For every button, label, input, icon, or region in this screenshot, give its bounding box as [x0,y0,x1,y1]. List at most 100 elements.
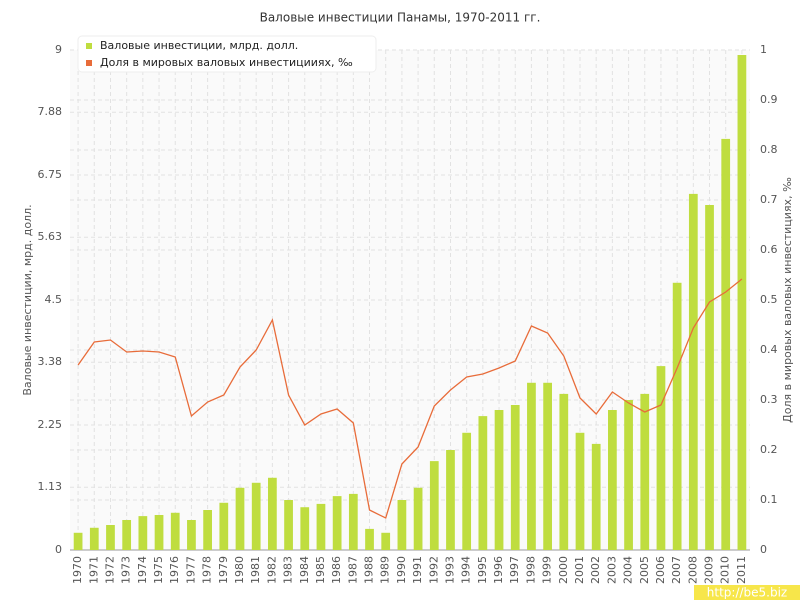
bar [251,482,261,550]
bar [138,516,148,550]
y-tick-label: 9 [55,43,62,56]
x-tick-label: 1991 [411,556,424,584]
bar [527,382,536,550]
bar [235,487,245,550]
x-tick-label: 1989 [379,556,392,584]
x-tick-label: 2003 [605,556,618,584]
x-tick-label: 1990 [395,556,408,584]
x-tick-label: 2001 [573,556,586,584]
x-tick-label: 1984 [298,556,311,584]
y2-tick-label: 0.5 [760,293,778,306]
x-tick-label: 1993 [443,556,456,584]
bar [203,510,212,550]
x-tick-label: 2004 [622,556,635,584]
bar [122,520,132,550]
bar [300,507,310,550]
x-tick-label: 1994 [460,556,473,584]
bar [446,450,455,550]
y-tick-label: 7.88 [38,105,63,118]
x-tick-label: 2007 [670,556,683,584]
x-tick-label: 2010 [719,556,732,584]
x-tick-label: 1995 [476,556,489,584]
y2-tick-label: 0.6 [760,243,778,256]
y2-tick-label: 0.1 [760,493,778,506]
x-tick-label: 1978 [201,556,214,584]
line [77,278,743,519]
bar [187,520,196,550]
bar [737,55,747,550]
x-tick-label: 1997 [508,556,521,584]
y2-tick-label: 0.7 [760,193,778,206]
x-tick-label: 2005 [638,556,651,584]
bar [89,527,99,550]
y2-tick-label: 1 [760,43,767,56]
legend-swatch [86,43,92,49]
bar [365,528,374,550]
x-tick-label: 1983 [282,556,295,584]
x-tick-label: 2011 [735,556,748,584]
bar [721,138,731,550]
legend-label: Доля в мировых валовых инвестицииях, ‰ [100,56,353,69]
chart-title: Валовые инвестиции Панамы, 1970-2011 гг. [260,11,541,25]
bar [478,416,488,550]
bar [284,500,293,550]
x-tick-label: 2002 [589,556,602,584]
x-tick-label: 1974 [136,556,149,584]
watermark: http://be5.biz [707,586,787,600]
y-tick-label: 2.25 [38,418,63,431]
bar [170,512,180,550]
y-tick-label: 6.75 [38,168,63,181]
bar [510,405,520,550]
x-tick-label: 1982 [265,556,278,584]
y2-tick-label: 0.9 [760,93,778,106]
x-tick-label: 2006 [654,556,667,584]
watermark-bg [694,585,800,600]
y-tick-label: 4.5 [45,293,63,306]
bar [268,477,277,550]
x-tick-label: 1975 [152,556,165,584]
y2-tick-label: 0.3 [760,393,778,406]
y2-tick-label: 0.4 [760,343,778,356]
x-tick-label: 1988 [363,556,376,584]
x-tick-label: 1970 [71,556,84,584]
bar [219,502,229,550]
bar [348,493,358,550]
legend-label: Валовые инвестиции, млрд. долл. [100,39,298,52]
y-tick-label: 5.63 [38,230,63,243]
bar [154,515,164,550]
bar [640,393,650,550]
bar [543,382,552,550]
y-axis-title: Валовые инвестиции, мрд. долл. [21,204,34,395]
bar [413,487,423,550]
y2-axis-title: Доля в мировых валовых инвестициях, ‰ [781,177,794,423]
x-tick-label: 1987 [346,556,359,584]
x-tick-label: 2008 [686,556,699,584]
bar [672,282,682,550]
x-tick-label: 1979 [217,556,230,584]
x-tick-label: 1973 [120,556,133,584]
x-tick-label: 1976 [168,556,181,584]
y-tick-label: 0 [55,543,62,556]
bar [381,532,391,550]
y-tick-label: 3.38 [38,355,63,368]
x-tick-label: 2000 [557,556,570,584]
x-tick-label: 1998 [524,556,537,584]
bar [332,496,342,550]
bar [429,461,439,550]
y-tick-label: 1.13 [38,480,63,493]
x-tick-label: 1999 [541,556,554,584]
bar [624,400,633,550]
bar [575,432,585,550]
y2-tick-label: 0.8 [760,143,778,156]
legend-swatch [86,60,92,66]
x-tick-label: 1980 [233,556,246,584]
bar [591,443,601,550]
bar [316,503,326,550]
x-tick-label: 1985 [314,556,327,584]
x-tick-label: 1992 [427,556,440,584]
x-tick-label: 2009 [703,556,716,584]
bar [688,193,698,550]
x-tick-label: 1972 [103,556,116,584]
bar [106,525,115,550]
